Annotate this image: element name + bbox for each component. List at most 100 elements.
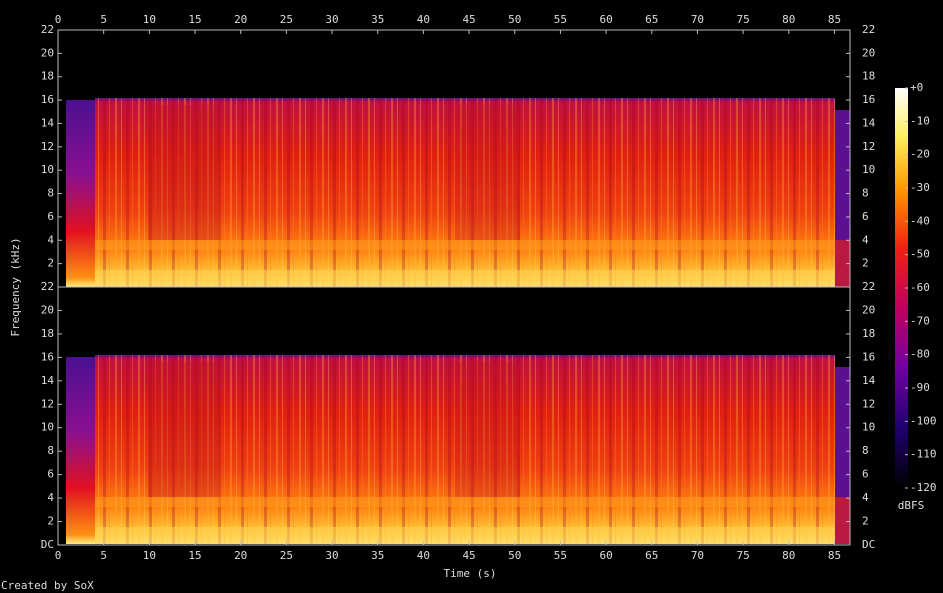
y-tick-label: 6 (862, 468, 869, 481)
colorbar-tick-label: -110 (910, 448, 937, 461)
y-tick-label: 12 (862, 140, 875, 153)
y-tick-label: 22 (41, 23, 54, 36)
x-tick-label: 85 (828, 549, 841, 562)
x-tick-label: 65 (645, 13, 658, 26)
x-tick-label: 45 (462, 549, 475, 562)
x-tick-label: 35 (371, 13, 384, 26)
x-tick-label: 50 (508, 13, 521, 26)
y-tick-label: 6 (862, 210, 869, 223)
spectrogram-channel-1 (58, 30, 850, 287)
y-tick-label: 22 (862, 23, 875, 36)
y-tick-label: 2 (862, 515, 869, 528)
y-tick-label: 6 (47, 468, 54, 481)
x-tick-label: 20 (234, 13, 247, 26)
x-tick-label: 75 (736, 13, 749, 26)
x-tick-label: 40 (417, 13, 430, 26)
x-tick-label: 25 (280, 13, 293, 26)
x-tick-label: 70 (691, 549, 704, 562)
x-tick-label: 10 (143, 549, 156, 562)
colorbar-tick-label: -100 (910, 414, 937, 427)
y-tick-label: 10 (862, 421, 875, 434)
footer: Created by SoX (1, 579, 94, 592)
y-tick-label: 2 (862, 257, 869, 270)
x-tick-label: 60 (599, 13, 612, 26)
x-tick-label: 35 (371, 549, 384, 562)
x-tick-label: 50 (508, 549, 521, 562)
y-tick-label: 8 (47, 187, 54, 200)
y-tick-label: 14 (862, 374, 876, 387)
y-tick-label: 4 (862, 491, 869, 504)
colorbar-tick-label: -10 (910, 114, 930, 127)
colorbar-tick-label: -80 (910, 348, 930, 361)
x-tick-label: 70 (691, 13, 704, 26)
y-tick-label: 16 (41, 350, 54, 363)
colorbar-tick-label: -50 (910, 248, 930, 261)
y-tick-label: 20 (41, 46, 54, 59)
y-tick-label: 20 (862, 303, 875, 316)
y-tick-label: DC (41, 538, 54, 551)
colorbar-tick-label: -70 (910, 314, 930, 327)
x-tick-label: 0 (55, 549, 62, 562)
x-axis-label: Time (s) (444, 567, 497, 580)
y-tick-label: 14 (862, 116, 876, 129)
y-tick-label: 18 (862, 327, 875, 340)
x-tick-label: 30 (325, 549, 338, 562)
colorbar-tick-label: -30 (910, 181, 930, 194)
x-tick-label: 55 (554, 13, 567, 26)
frame (57, 286, 851, 546)
y-tick-label: 18 (41, 327, 54, 340)
y-tick-label: 12 (41, 140, 54, 153)
y-tick-label: 22 (41, 280, 54, 293)
colorbar-label: dBFS (898, 499, 925, 512)
x-tick-label: 85 (828, 13, 841, 26)
y-tick-label: 6 (47, 210, 54, 223)
x-tick-label: 45 (462, 13, 475, 26)
x-tick-label: 80 (782, 549, 795, 562)
y-tick-label: 16 (862, 93, 875, 106)
y-tick-label: 2 (47, 515, 54, 528)
x-tick-label: 25 (280, 549, 293, 562)
colorbar-tick-label: -40 (910, 214, 930, 227)
y-tick-label: 12 (862, 397, 875, 410)
x-tick-label: 10 (143, 13, 156, 26)
x-tick-label: 5 (100, 549, 107, 562)
colorbar-tick-label: -120 (910, 481, 937, 494)
x-tick-label: 75 (736, 549, 749, 562)
y-tick-label: 4 (47, 491, 54, 504)
y-axis-label: Frequency (kHz) (9, 237, 22, 336)
x-tick-label: 40 (417, 549, 430, 562)
x-tick-label: 80 (782, 13, 795, 26)
y-tick-label: 8 (862, 187, 869, 200)
colorbar-tick-label: -60 (910, 281, 930, 294)
y-tick-label: 10 (41, 421, 54, 434)
x-tick-label: 60 (599, 549, 612, 562)
y-tick-label: 20 (862, 46, 875, 59)
y-tick-label: 10 (862, 163, 875, 176)
y-tick-label: 8 (862, 444, 869, 457)
x-tick-label: 30 (325, 13, 338, 26)
y-tick-label: 18 (41, 70, 54, 83)
y-tick-label: DC (862, 538, 875, 551)
y-tick-label: 16 (862, 350, 875, 363)
colorbar (895, 88, 908, 488)
y-tick-label: 2 (47, 257, 54, 270)
colorbar-tick-label: -90 (910, 381, 930, 394)
y-tick-label: 20 (41, 303, 54, 316)
x-tick-label: 15 (188, 13, 201, 26)
y-tick-label: 18 (862, 70, 875, 83)
colorbar-tick-label: +0 (910, 81, 923, 94)
y-tick-label: 22 (862, 280, 875, 293)
x-tick-label: 55 (554, 549, 567, 562)
y-tick-label: 16 (41, 93, 54, 106)
y-tick-label: 10 (41, 163, 54, 176)
x-tick-label: 0 (55, 13, 62, 26)
y-tick-label: 8 (47, 444, 54, 457)
x-tick-label: 5 (100, 13, 107, 26)
y-tick-label: 12 (41, 397, 54, 410)
y-tick-label: 4 (47, 233, 54, 246)
colorbar-tick-label: -20 (910, 148, 930, 161)
y-tick-label: 4 (862, 233, 869, 246)
y-tick-label: 14 (41, 116, 55, 129)
spectrogram-channel-2 (58, 287, 850, 544)
